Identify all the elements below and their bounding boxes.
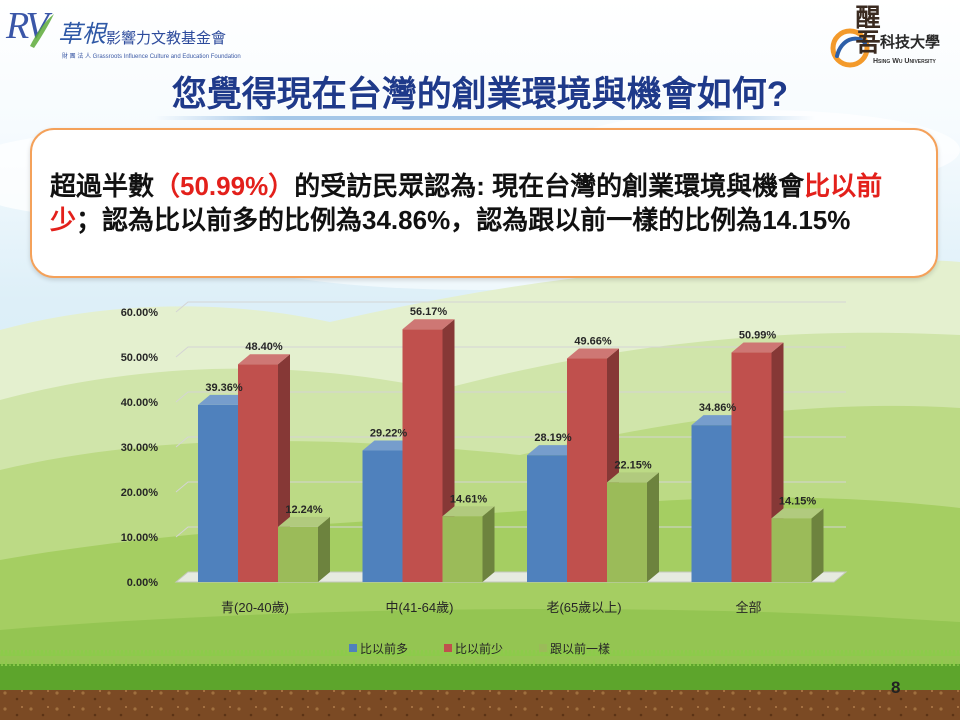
legend-item: 比以前多 bbox=[349, 641, 408, 656]
legend-swatch bbox=[444, 644, 452, 652]
bar-top-face bbox=[442, 506, 495, 517]
summary-box bbox=[30, 128, 938, 278]
bar-front-face bbox=[731, 352, 772, 582]
foundation-name: 影響力文教基金會 bbox=[106, 30, 227, 47]
grass-blades bbox=[0, 650, 960, 666]
data-label: 50.99% bbox=[739, 330, 777, 342]
summary-highlight-text: 少 bbox=[50, 205, 77, 235]
summary-text: ；認為比以前多的比例為34.86%，認為跟以前一樣的比例為14.15% bbox=[76, 205, 851, 235]
gridline bbox=[175, 301, 846, 313]
bar-series3-category1 bbox=[278, 516, 330, 582]
gridline bbox=[175, 436, 846, 448]
data-label: 14.61% bbox=[450, 493, 488, 505]
summary-text: 超過半數 bbox=[50, 171, 155, 201]
bar-top-face bbox=[691, 415, 744, 426]
gridline bbox=[175, 391, 846, 403]
legend-swatch bbox=[349, 644, 357, 652]
data-label: 28.19% bbox=[534, 432, 572, 444]
bar-top-face bbox=[238, 354, 290, 365]
bar-side-face bbox=[811, 508, 824, 582]
foundation-logo-mark: RV bbox=[6, 5, 49, 47]
summary-text: 的受訪民眾認為: 現在台灣的創業環境與機會 bbox=[294, 171, 805, 201]
grass-strip bbox=[0, 664, 960, 692]
data-label: 22.15% bbox=[614, 459, 652, 471]
bar-top-face bbox=[402, 319, 455, 330]
y-tick-label: 40.00% bbox=[121, 397, 159, 409]
legend-label: 比以前多 bbox=[360, 641, 408, 656]
y-tick-label: 50.00% bbox=[121, 352, 159, 364]
gridline bbox=[175, 346, 846, 358]
bar-top-face bbox=[607, 472, 659, 483]
legend-label: 比以前少 bbox=[455, 641, 503, 656]
university-emblem-icon bbox=[830, 28, 870, 68]
summary-line-2: 少；認為比以前多的比例為34.86%，認為跟以前一樣的比例為14.15% bbox=[50, 203, 850, 237]
bar-front-face bbox=[442, 516, 483, 582]
x-tick-label: 青(20-40歲) bbox=[221, 600, 289, 615]
bar-front-face bbox=[238, 364, 278, 582]
bar-top-face bbox=[567, 348, 619, 359]
bar-series3-category2 bbox=[442, 506, 495, 582]
bar-top-face bbox=[771, 508, 824, 519]
y-tick-label: 10.00% bbox=[121, 532, 159, 544]
bar-top-face bbox=[527, 445, 579, 456]
data-label: 56.17% bbox=[410, 306, 448, 318]
data-label: 34.86% bbox=[699, 402, 737, 414]
leaf-icon bbox=[30, 14, 54, 48]
bar-side-face bbox=[647, 472, 659, 582]
legend-swatch bbox=[539, 644, 547, 652]
bar-top-face bbox=[198, 394, 250, 405]
bar-side-face bbox=[318, 516, 330, 582]
data-label: 39.36% bbox=[205, 382, 243, 394]
data-label: 49.66% bbox=[574, 336, 612, 348]
data-label: 48.40% bbox=[245, 341, 283, 353]
data-label: 29.22% bbox=[370, 428, 408, 440]
university-name: 科技大學 bbox=[880, 35, 941, 51]
page-number: 8 bbox=[891, 678, 901, 697]
bar-front-face bbox=[362, 450, 403, 582]
bar-front-face bbox=[278, 526, 318, 582]
y-tick-label: 30.00% bbox=[121, 442, 159, 454]
x-tick-label: 全部 bbox=[735, 600, 761, 615]
legend-item: 比以前少 bbox=[444, 641, 503, 656]
bar-front-face bbox=[771, 518, 812, 582]
summary-highlight-text: （50.99%） bbox=[154, 171, 295, 201]
bar-front-face bbox=[691, 425, 732, 582]
university-name-script: 醒吾 bbox=[852, 4, 879, 54]
y-tick-label: 0.00% bbox=[127, 577, 158, 589]
y-tick-label: 20.00% bbox=[121, 487, 159, 499]
slide-title: 您覺得現在台灣的創業環境與機會如何? bbox=[171, 75, 789, 114]
bar-top-face bbox=[731, 342, 784, 353]
y-tick-label: 60.00% bbox=[121, 307, 159, 319]
title-underline bbox=[155, 116, 815, 120]
foundation-name-script: 草根 bbox=[58, 22, 106, 48]
bar-series3-category3 bbox=[607, 472, 659, 582]
bar-front-face bbox=[402, 329, 443, 582]
bar-front-face bbox=[567, 358, 607, 582]
bar-front-face bbox=[527, 455, 567, 582]
bar-series2-category1 bbox=[238, 354, 290, 582]
bar-top-face bbox=[362, 440, 415, 451]
foundation-tagline: 財 團 法 人 Grassroots Influence Culture and… bbox=[62, 54, 241, 60]
x-tick-label: 中(41-64歲) bbox=[386, 600, 454, 615]
data-label: 14.15% bbox=[779, 495, 817, 507]
data-label: 12.24% bbox=[285, 504, 323, 516]
summary-highlight-text: 比以前 bbox=[804, 171, 883, 201]
x-tick-label: 老(65歲以上) bbox=[546, 600, 621, 615]
bar-top-face bbox=[278, 516, 330, 527]
bar-side-face bbox=[482, 506, 495, 582]
university-english-name: Hsing Wu University bbox=[873, 58, 936, 65]
bar-chart: 0.00% 10.00% 20.00% 30.00% 40.00% 50.00% 60.00… bbox=[121, 301, 848, 656]
summary-line-1: 超過半數（50.99%）的受訪民眾認為: 現在台灣的創業環境與機會比以前 bbox=[50, 169, 882, 203]
bar-series3-category4 bbox=[771, 508, 824, 582]
legend-item: 跟以前一樣 bbox=[539, 641, 610, 656]
soil-texture bbox=[0, 690, 960, 720]
legend-label: 跟以前一樣 bbox=[550, 641, 610, 656]
bar-front-face bbox=[607, 482, 647, 582]
bar-front-face bbox=[198, 404, 238, 582]
